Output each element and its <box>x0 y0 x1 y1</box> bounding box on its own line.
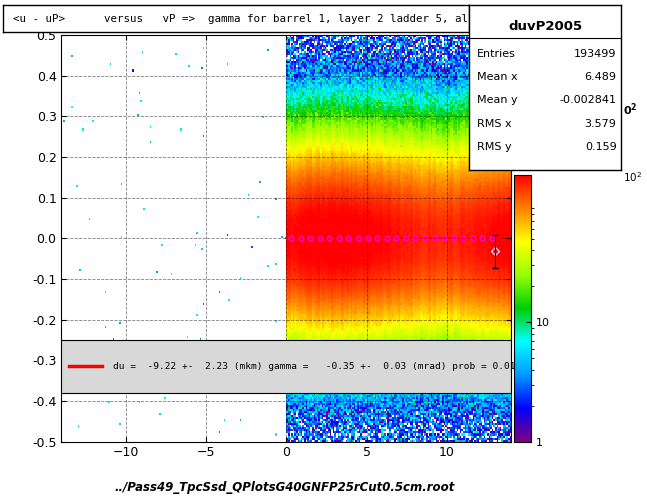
Text: Mean y: Mean y <box>477 95 518 105</box>
Text: 6.489: 6.489 <box>584 72 617 82</box>
Text: 193499: 193499 <box>574 49 617 59</box>
Text: ../Pass49_TpcSsd_QPlotsG40GNFP25rCut0.5cm.root: ../Pass49_TpcSsd_QPlotsG40GNFP25rCut0.5c… <box>115 481 455 494</box>
Text: Mean x: Mean x <box>477 72 518 82</box>
Text: 3.579: 3.579 <box>585 119 617 129</box>
Text: 0.159: 0.159 <box>585 142 617 152</box>
Text: RMS y: RMS y <box>477 142 511 152</box>
Text: duvP2005: duvP2005 <box>508 20 582 33</box>
Text: $10^2$: $10^2$ <box>623 170 642 184</box>
Text: Entries: Entries <box>477 49 516 59</box>
Text: <u - uP>      versus   vP =>  gamma for barrel 1, layer 2 ladder 5, all wafers: <u - uP> versus vP => gamma for barrel 1… <box>12 13 520 24</box>
Bar <box>61 340 511 393</box>
Text: RMS x: RMS x <box>477 119 511 129</box>
Text: $\mathbf{0^2}$: $\mathbf{0^2}$ <box>623 101 638 118</box>
Text: -0.002841: -0.002841 <box>560 95 617 105</box>
Text: du =  -9.22 +-  2.23 (mkm) gamma =   -0.35 +-  0.03 (mrad) prob = 0.010: du = -9.22 +- 2.23 (mkm) gamma = -0.35 +… <box>113 362 521 371</box>
